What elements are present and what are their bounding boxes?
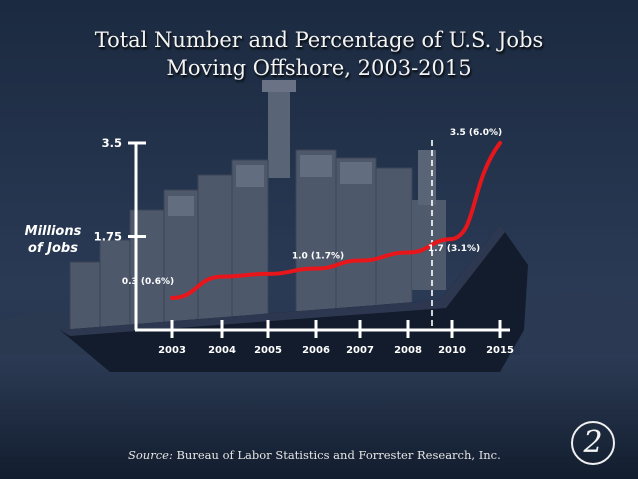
data-label: 1.7 (3.1%): [428, 244, 480, 254]
x-tick-label: 2005: [254, 345, 282, 356]
y-tick-label: 3.5: [102, 136, 122, 150]
slide-title-line-1: Total Number and Percentage of U.S. Jobs: [94, 28, 544, 52]
source-prefix: Source:: [128, 448, 173, 462]
page-number-badge: 2: [571, 421, 615, 465]
x-tick-label: 2003: [158, 345, 186, 356]
slide-title: Total Number and Percentage of U.S. Jobs…: [0, 26, 638, 82]
data-label: 1.0 (1.7%): [292, 252, 344, 262]
x-tick-label: 2004: [208, 345, 236, 356]
x-tick-label: 2006: [302, 345, 330, 356]
y-axis-title: Millions of Jobs: [18, 223, 88, 257]
x-tick-label: 2008: [394, 345, 422, 356]
slide-title-line-2: Moving Offshore, 2003-2015: [166, 56, 472, 80]
y-axis-title-line-1: Millions: [24, 224, 82, 239]
source-text: Bureau of Labor Statistics and Forrester…: [176, 448, 501, 462]
series-line: [170, 141, 502, 300]
source-note: Source: Bureau of Labor Statistics and F…: [128, 448, 501, 462]
x-tick-label: 2010: [438, 345, 466, 356]
data-label: 0.3 (0.6%): [122, 277, 174, 287]
x-tick-label: 2015: [486, 345, 514, 356]
x-tick-label: 2007: [346, 345, 374, 356]
data-label: 3.5 (6.0%): [450, 128, 502, 138]
y-axis-title-line-2: of Jobs: [28, 241, 78, 256]
y-tick-label: 1.75: [94, 230, 122, 244]
